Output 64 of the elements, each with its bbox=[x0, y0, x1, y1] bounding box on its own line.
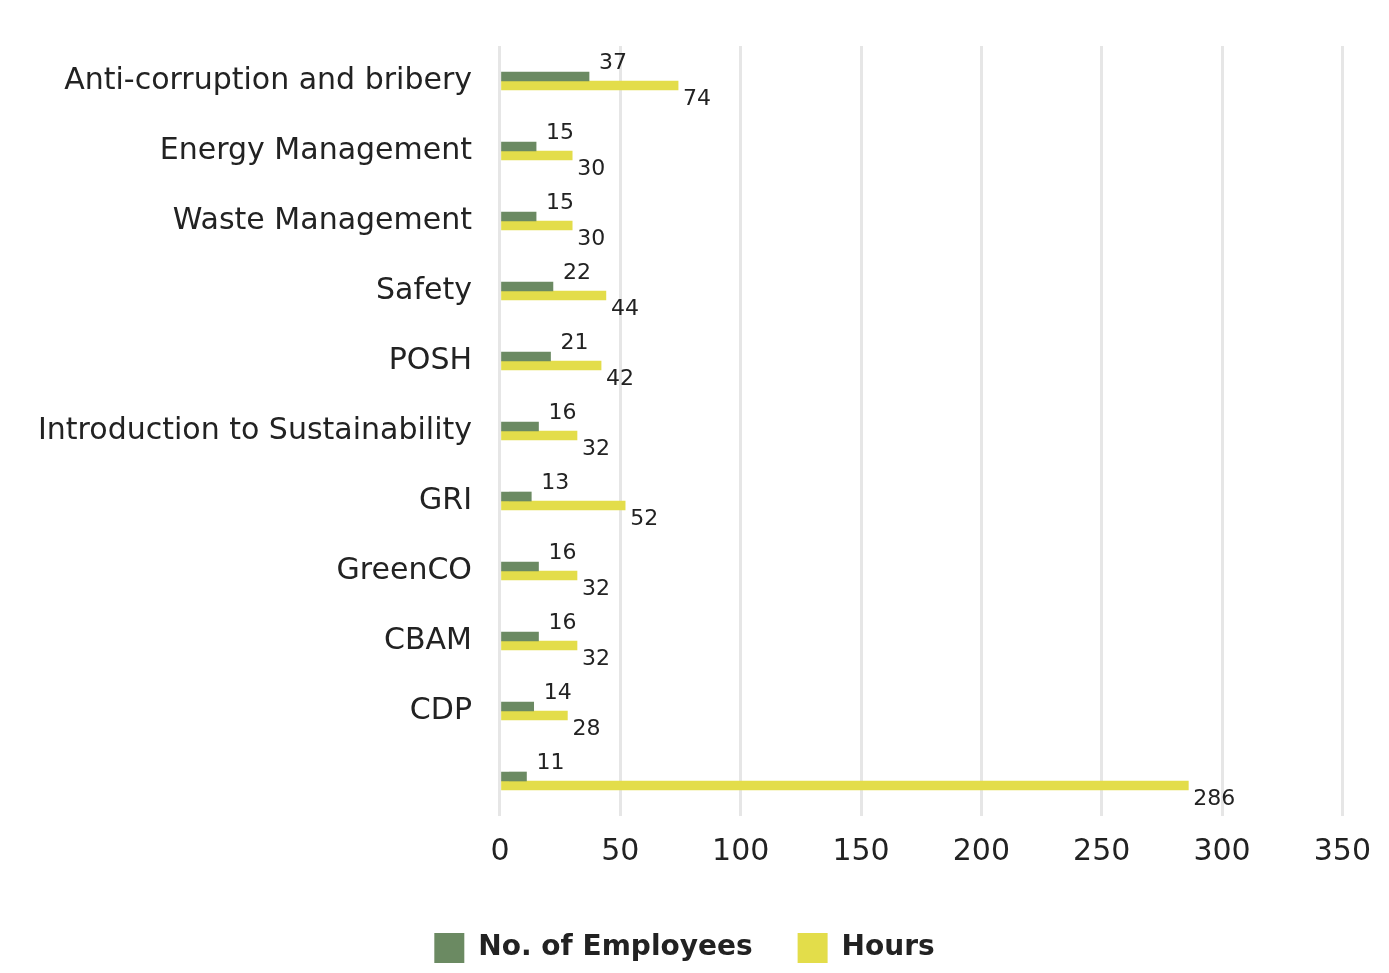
x-tick-label: 350 bbox=[1313, 831, 1371, 867]
y-tick-label: Energy Management bbox=[159, 130, 473, 166]
bar bbox=[501, 640, 578, 651]
data-label: 14 bbox=[543, 679, 572, 705]
bar bbox=[501, 500, 626, 511]
bar bbox=[501, 360, 602, 371]
bar bbox=[501, 71, 590, 82]
bar bbox=[501, 351, 551, 362]
bar bbox=[501, 771, 527, 782]
y-tick-label: GRI bbox=[419, 480, 472, 516]
y-tick-label: CDP bbox=[409, 690, 472, 726]
data-label: 42 bbox=[606, 365, 635, 391]
x-tick-label: 300 bbox=[1193, 831, 1251, 867]
data-label: 52 bbox=[630, 505, 659, 531]
bar bbox=[501, 150, 573, 161]
data-label: 16 bbox=[548, 539, 577, 565]
data-label: 30 bbox=[577, 155, 606, 181]
x-tick-label: 0 bbox=[490, 831, 510, 867]
data-label: 32 bbox=[582, 645, 611, 671]
data-label: 16 bbox=[548, 609, 577, 635]
data-label: 32 bbox=[582, 435, 611, 461]
data-label: 22 bbox=[562, 259, 591, 285]
y-tick-label: Safety bbox=[376, 270, 472, 306]
bar bbox=[501, 570, 578, 581]
y-tick-label: Waste Management bbox=[172, 200, 473, 236]
legend-label: Hours bbox=[841, 929, 935, 963]
x-tick-label: 150 bbox=[832, 831, 890, 867]
data-label: 74 bbox=[683, 85, 712, 111]
y-tick-label: Introduction to Sustainability bbox=[37, 410, 472, 446]
bar bbox=[501, 211, 537, 222]
data-label: 30 bbox=[577, 225, 606, 251]
bar bbox=[501, 710, 568, 721]
x-tick-label: 100 bbox=[712, 831, 770, 867]
x-tick-label: 50 bbox=[601, 831, 640, 867]
data-label: 44 bbox=[610, 295, 639, 321]
y-tick-label: GreenCO bbox=[336, 550, 472, 586]
bar bbox=[501, 141, 537, 152]
bar bbox=[501, 491, 532, 502]
bar bbox=[501, 430, 578, 441]
bar bbox=[501, 80, 679, 91]
data-label: 15 bbox=[546, 119, 575, 145]
bar bbox=[501, 631, 539, 642]
data-label: 16 bbox=[548, 399, 577, 425]
y-tick-label: Anti-corruption and bribery bbox=[64, 60, 472, 96]
legend-label: No. of Employees bbox=[478, 929, 753, 963]
data-label: 28 bbox=[572, 715, 601, 741]
data-label: 15 bbox=[546, 189, 575, 215]
bar bbox=[501, 561, 539, 572]
bar bbox=[501, 281, 554, 292]
data-label: 286 bbox=[1193, 785, 1236, 811]
y-tick-label: CBAM bbox=[384, 620, 472, 656]
data-label: 11 bbox=[536, 749, 565, 775]
x-tick-label: 200 bbox=[952, 831, 1010, 867]
bar bbox=[501, 290, 607, 301]
bar bbox=[501, 421, 539, 432]
data-label: 37 bbox=[599, 49, 628, 75]
bar bbox=[501, 220, 573, 231]
x-tick-label: 250 bbox=[1073, 831, 1131, 867]
data-label: 32 bbox=[582, 575, 611, 601]
bar bbox=[501, 780, 1189, 791]
bar bbox=[501, 701, 535, 712]
data-label: 13 bbox=[541, 469, 570, 495]
data-label: 21 bbox=[560, 329, 589, 355]
y-tick-label: POSH bbox=[388, 340, 472, 376]
